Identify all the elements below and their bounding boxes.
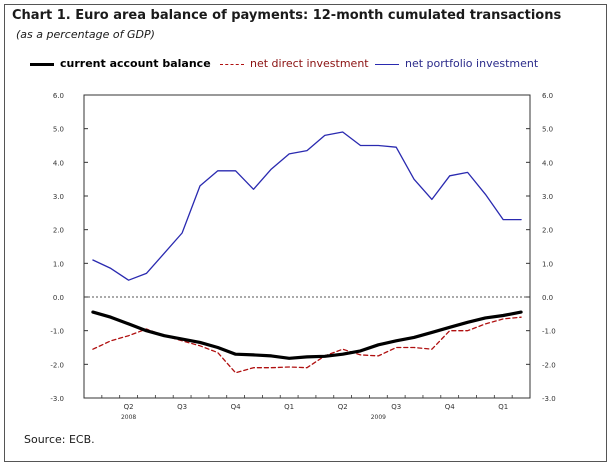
legend-label-portfolio-investment: net portfolio investment [405, 57, 539, 70]
source-note: Source: ECB. [24, 433, 95, 446]
x-quarter-label: Q2 [338, 403, 348, 411]
x-quarter-label: Q4 [231, 403, 242, 411]
y-tick-label-left: 1.0 [53, 260, 64, 268]
y-tick-label-right: 0.0 [542, 294, 553, 302]
y-tick-label-right: 6.0 [542, 92, 553, 100]
x-quarter-label: Q2 [124, 403, 134, 411]
legend-swatch-portfolio-investment [375, 64, 399, 65]
legend-label-current-account: current account balance [60, 57, 211, 70]
y-tick-label-right: -2.0 [542, 361, 556, 369]
y-tick-label-right: 5.0 [542, 126, 553, 134]
y-tick-label-right: 3.0 [542, 193, 553, 201]
x-year-label: 2009 [371, 414, 386, 421]
y-tick-label-left: 5.0 [53, 126, 64, 134]
y-tick-label-left: 2.0 [53, 227, 64, 235]
y-tick-label-right: -1.0 [542, 328, 556, 336]
y-tick-label-left: 6.0 [53, 92, 64, 100]
series-line-net-portfolio-investment [92, 131, 522, 281]
y-tick-label-left: 0.0 [53, 294, 64, 302]
x-quarter-label: Q4 [445, 403, 456, 411]
x-quarter-label: Q1 [498, 403, 508, 411]
x-quarter-label: Q1 [284, 403, 294, 411]
y-tick-label-left: 4.0 [53, 159, 64, 167]
chart-title: Chart 1. Euro area balance of payments: … [12, 8, 562, 23]
y-tick-label-left: -3.0 [50, 395, 64, 403]
legend-swatch-current-account [30, 63, 54, 66]
x-quarter-label: Q3 [177, 403, 187, 411]
chart-subtitle: (as a percentage of GDP) [16, 28, 155, 41]
x-quarter-label: Q3 [391, 403, 401, 411]
y-tick-label-right: 4.0 [542, 159, 553, 167]
y-tick-label-left: 3.0 [53, 193, 64, 201]
y-tick-label-left: -1.0 [50, 328, 64, 336]
y-tick-label-right: 2.0 [542, 227, 553, 235]
x-year-label: 2008 [121, 414, 136, 421]
legend-label-direct-investment: net direct investment [250, 57, 369, 70]
plot-area-border [83, 94, 531, 399]
series-line-current-account-balance [91, 310, 523, 360]
y-tick-label-right: 1.0 [542, 260, 553, 268]
chart-frame [4, 4, 607, 462]
y-tick-label-left: -2.0 [50, 361, 64, 369]
y-tick-label-right: -3.0 [542, 395, 556, 403]
legend-swatch-direct-investment [220, 64, 244, 65]
